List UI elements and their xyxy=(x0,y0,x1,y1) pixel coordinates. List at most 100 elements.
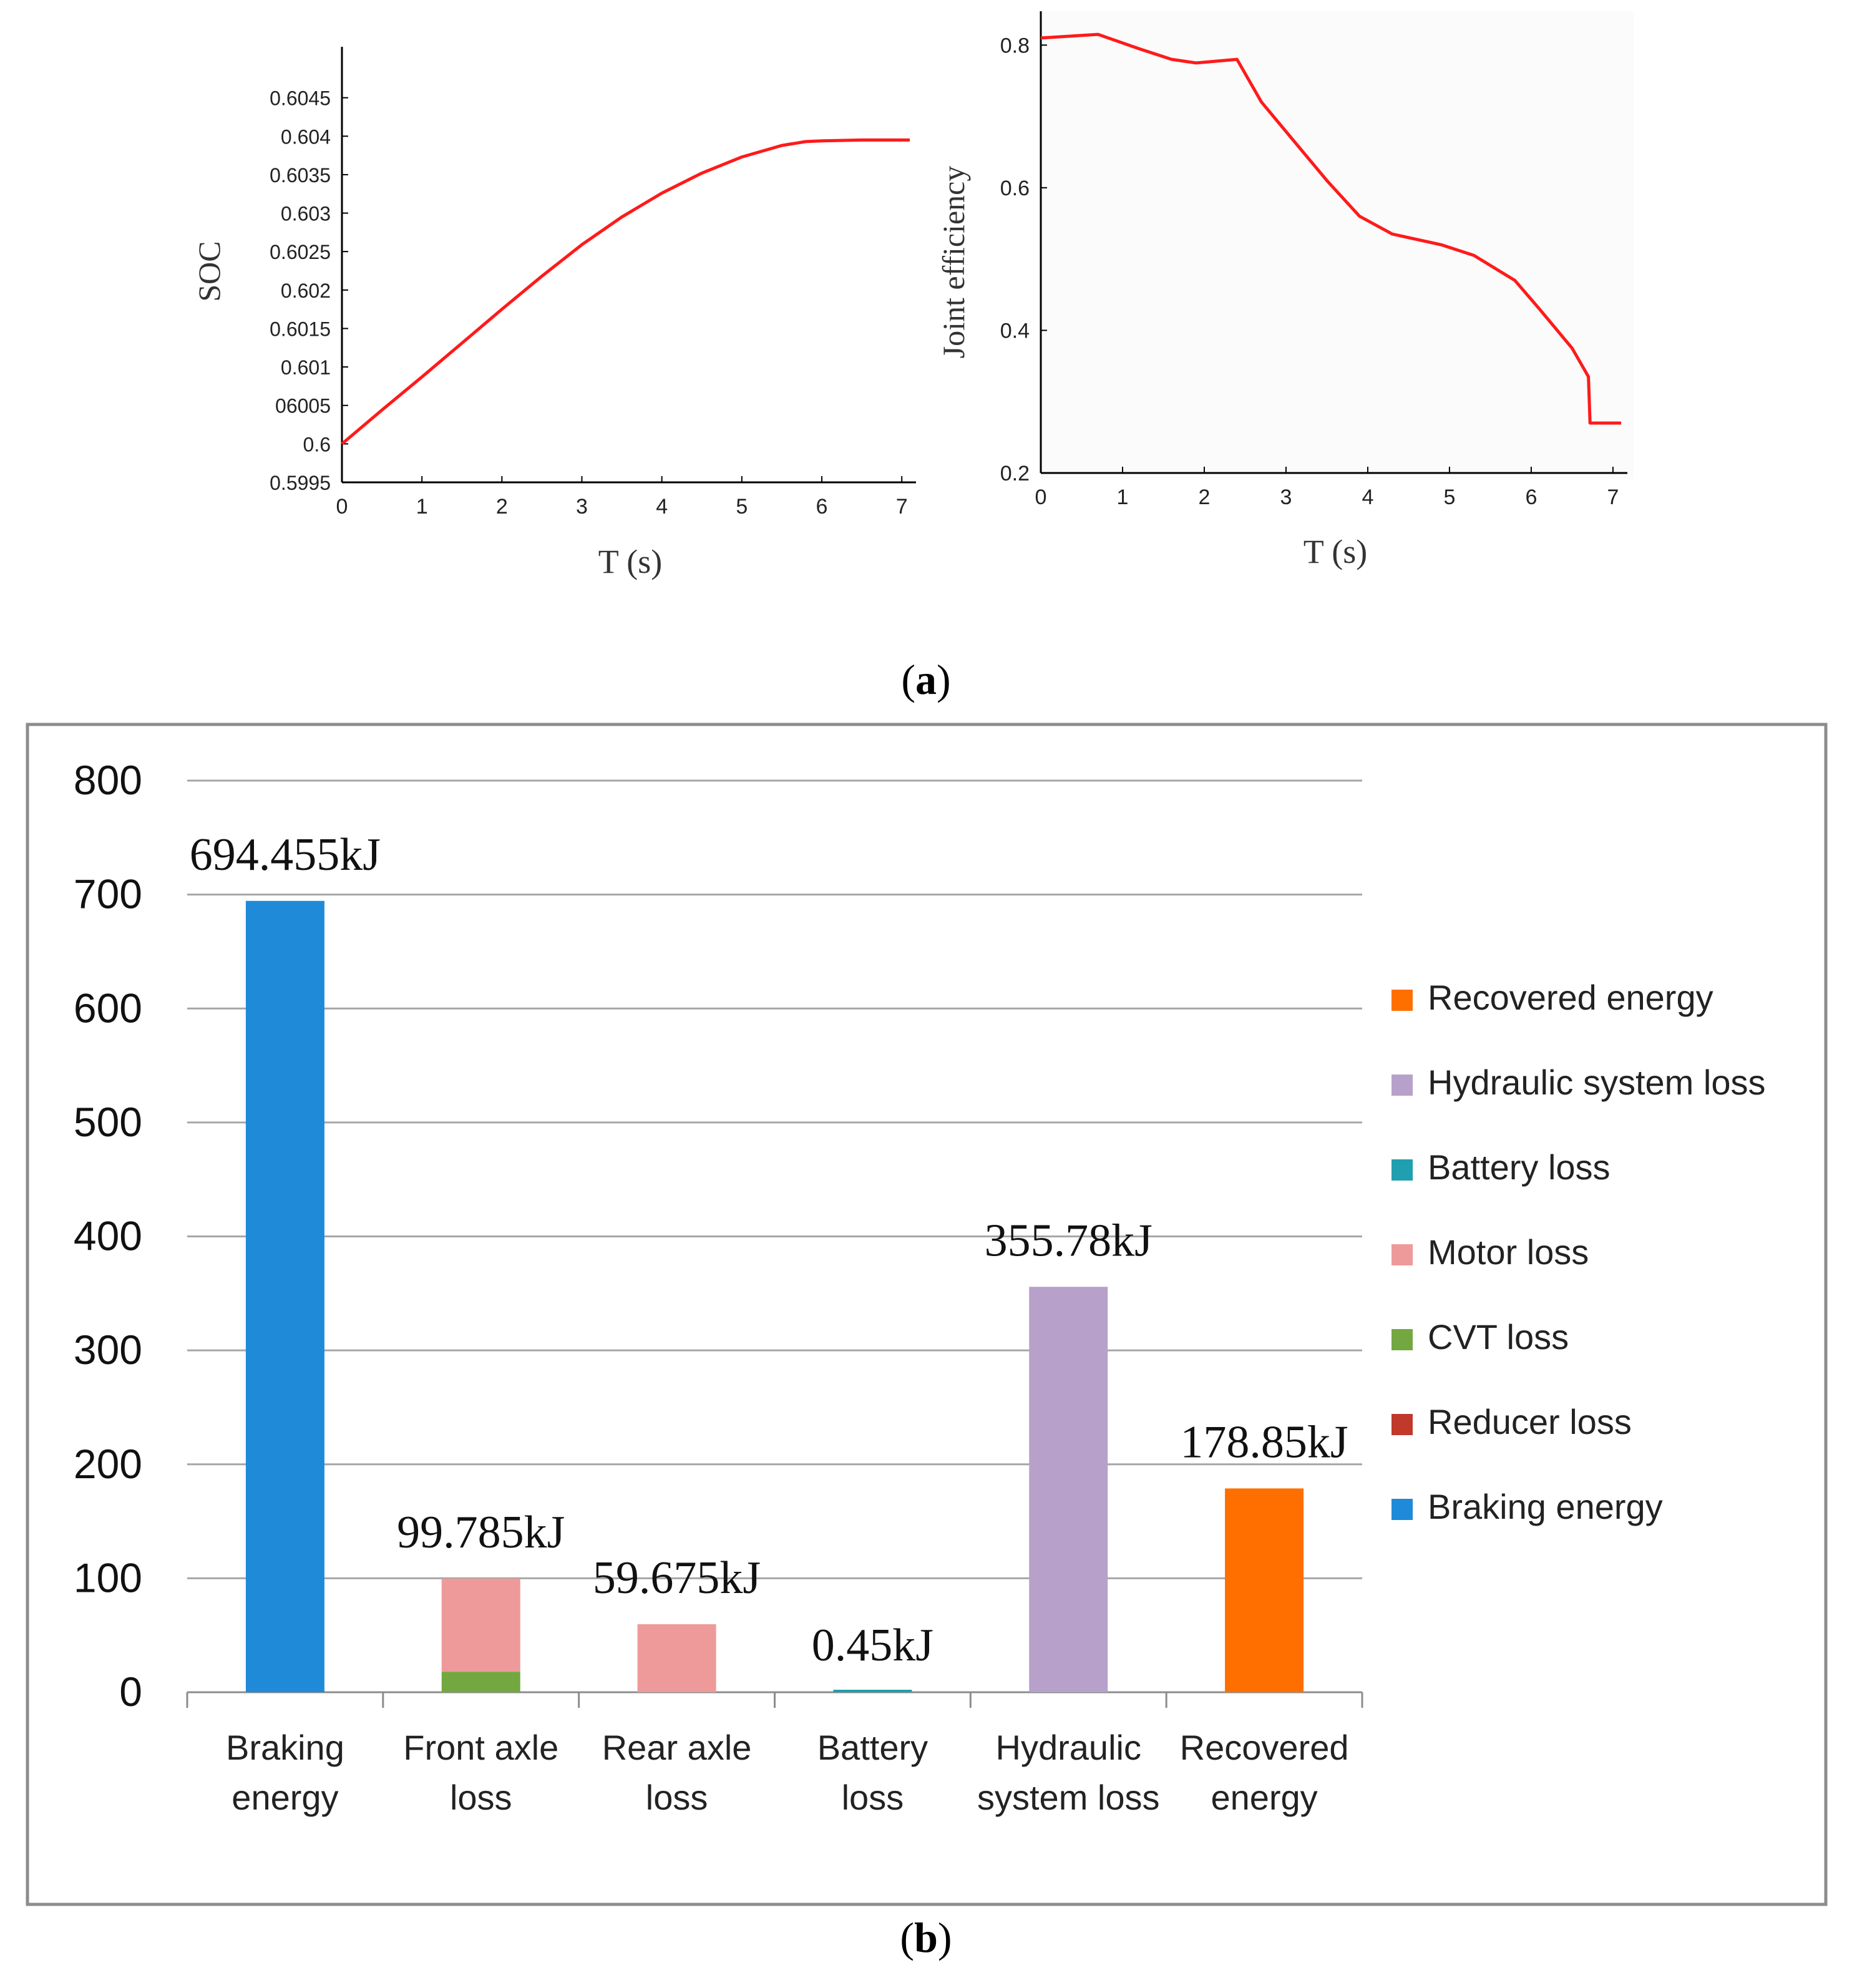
bar-y-tick-label: 0 xyxy=(119,1669,142,1715)
legend-label: Recovered energy xyxy=(1428,978,1713,1017)
eff-y-tick-label: 0.4 xyxy=(1000,319,1030,343)
legend-swatch-reducer-loss xyxy=(1391,1414,1413,1435)
bar-segment-braking-energy xyxy=(245,900,324,1692)
soc-y-tick-label: 0.6045 xyxy=(270,87,331,110)
bar-category-label: loss xyxy=(842,1778,904,1817)
eff-x-tick-label: 5 xyxy=(1443,485,1455,509)
bar-y-tick-label: 700 xyxy=(74,871,142,917)
soc-y-tick-label: 0.6025 xyxy=(270,241,331,263)
eff-plot-background xyxy=(1041,11,1634,479)
bar-segment-hydraulic-loss xyxy=(1029,1287,1108,1692)
bar-data-label: 99.785kJ xyxy=(397,1507,565,1558)
eff-x-tick-label: 6 xyxy=(1525,485,1537,509)
legend-label: Motor loss xyxy=(1428,1232,1589,1272)
eff-y-tick-label: 0.8 xyxy=(1000,34,1030,57)
bar-category-label: energy xyxy=(1211,1778,1317,1817)
bar-segment-motor-loss xyxy=(637,1624,716,1692)
panel-a-paren-open: ( xyxy=(901,656,915,703)
soc-y-tick-label: 0.6035 xyxy=(270,164,331,187)
soc-series-line xyxy=(341,138,910,446)
legend-swatch-braking-energy xyxy=(1391,1499,1413,1520)
soc-x-tick-label: 7 xyxy=(896,495,908,519)
legend-swatch-cvt-loss xyxy=(1391,1329,1413,1350)
panel-a-label: a xyxy=(915,656,937,703)
soc-y-tick-label: 0.601 xyxy=(281,356,331,379)
panel-b-paren-open: ( xyxy=(900,1914,914,1961)
legend-swatch-hydraulic-loss xyxy=(1391,1074,1413,1096)
soc-x-tick-label: 0 xyxy=(336,495,348,519)
soc-y-axis-label: SOC xyxy=(192,241,227,301)
soc-y-tick-label: 0.604 xyxy=(281,125,331,148)
soc-y-tick-label: 06005 xyxy=(275,395,331,417)
bar-category-label: Hydraulic xyxy=(996,1728,1141,1767)
bar-category-label: Recovered xyxy=(1180,1728,1349,1767)
bar-segment-recovered-energy xyxy=(1225,1488,1304,1692)
eff-x-axis-label: T (s) xyxy=(1304,533,1368,570)
joint-efficiency-chart: 0.2 0.4 0.6 0.8 0 1 2 3 4 5 6 7 Joint efficiency T … xyxy=(936,11,1634,570)
soc-x-tick-label: 4 xyxy=(656,495,668,519)
eff-series-line xyxy=(1040,32,1621,425)
legend-label: Hydraulic system loss xyxy=(1428,1063,1765,1102)
bar-y-tick-label: 400 xyxy=(74,1213,142,1259)
eff-x-tick-label: 7 xyxy=(1607,485,1619,509)
eff-x-tick-label: 2 xyxy=(1199,485,1211,509)
panel-b-caption: (b) xyxy=(900,1914,952,1961)
bar-category-label: energy xyxy=(232,1778,338,1817)
soc-x-tick-label: 2 xyxy=(496,495,508,519)
eff-axes-layer: 0.2 0.4 0.6 0.8 0 1 2 3 4 5 6 7 xyxy=(1000,11,1634,509)
bar-grid-layer: 0 100 200 300 400 500 600 700 800 xyxy=(74,757,1363,1715)
soc-x-axis-label: T (s) xyxy=(598,543,663,580)
bar-chart-frame xyxy=(26,723,1828,1906)
legend-label: Reducer loss xyxy=(1428,1402,1632,1441)
legend-swatch-motor-loss xyxy=(1391,1244,1413,1265)
bar-layer xyxy=(245,900,1304,1692)
bar-data-label: 59.675kJ xyxy=(593,1552,761,1604)
soc-x-tick-label: 5 xyxy=(736,495,748,519)
soc-x-tick-label: 1 xyxy=(416,495,428,519)
legend-swatch-battery-loss xyxy=(1391,1159,1413,1181)
soc-y-tick-label: 0.602 xyxy=(281,280,331,302)
eff-y-tick-label: 0.2 xyxy=(1000,462,1030,485)
bar-category-label: Braking xyxy=(226,1728,344,1767)
bar-data-label: 178.85kJ xyxy=(1180,1416,1348,1468)
eff-x-tick-label: 0 xyxy=(1035,485,1047,509)
legend-label: CVT loss xyxy=(1428,1317,1569,1357)
bar-y-tick-label: 600 xyxy=(74,985,142,1031)
bar-segment-motor-loss xyxy=(441,1578,520,1672)
bar-y-tick-label: 300 xyxy=(74,1327,142,1373)
bar-category-label: loss xyxy=(450,1778,512,1817)
eff-y-tick-label: 0.6 xyxy=(1000,177,1030,200)
bar-category-label: Front axle xyxy=(403,1728,558,1767)
bar-segment-battery-loss xyxy=(833,1690,912,1692)
soc-line-layer xyxy=(341,138,910,446)
bar-legend: Recovered energy Hydraulic system loss Bat… xyxy=(1391,978,1765,1526)
panel-a-caption: (a) xyxy=(901,656,950,703)
soc-y-tick-label: 0.6 xyxy=(303,433,331,456)
bar-data-label: 0.45kJ xyxy=(812,1620,933,1671)
eff-x-tick-label: 1 xyxy=(1117,485,1129,509)
bar-category-label: loss xyxy=(646,1778,708,1817)
legend-label: Braking energy xyxy=(1428,1487,1663,1526)
bar-category-label: system loss xyxy=(977,1778,1160,1817)
soc-y-tick-label: 0.6015 xyxy=(270,318,331,340)
panel-b-paren-close: ) xyxy=(938,1914,952,1961)
bar-category-label: Rear axle xyxy=(602,1728,752,1767)
soc-axes-layer: 0.5995 0.6 06005 0.601 0.6015 0.602 0.6025 0.60… xyxy=(270,47,916,519)
bar-y-tick-label: 500 xyxy=(74,1099,142,1145)
bar-data-label: 694.455kJ xyxy=(190,829,381,880)
bar-data-label-layer: 694.455kJ 99.785kJ 59.675kJ 0.45kJ 355.78kJ 1… xyxy=(190,829,1348,1671)
panel-b-label: b xyxy=(914,1914,938,1961)
energy-bar-chart: 0 100 200 300 400 500 600 700 800 694.455kJ 99.78… xyxy=(74,757,1766,1817)
eff-x-tick-label: 4 xyxy=(1362,485,1373,509)
soc-y-tick-label: 0.5995 xyxy=(270,472,331,494)
soc-y-tick-label: 0.603 xyxy=(281,203,331,225)
bar-category-label: Battery xyxy=(817,1728,928,1767)
bar-segment-cvt-loss xyxy=(441,1672,520,1692)
bar-y-tick-label: 200 xyxy=(74,1441,142,1487)
bar-data-label: 355.78kJ xyxy=(985,1215,1153,1266)
soc-x-tick-label: 3 xyxy=(576,495,588,519)
eff-x-tick-label: 3 xyxy=(1280,485,1292,509)
bar-category-label-layer: Braking energy Front axle loss Rear axle loss… xyxy=(226,1728,1349,1817)
legend-label: Battery loss xyxy=(1428,1147,1611,1187)
